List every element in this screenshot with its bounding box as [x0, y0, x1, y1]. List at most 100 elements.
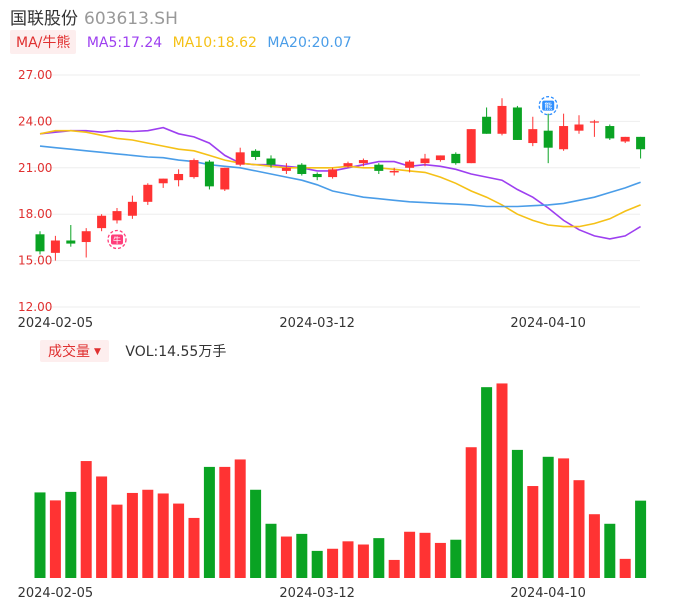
candle-body	[343, 163, 353, 167]
candlestick	[497, 98, 507, 136]
candle-body	[81, 231, 91, 243]
candlestick	[97, 214, 107, 232]
candlestick	[204, 160, 214, 190]
candle-body	[466, 129, 476, 164]
ma10-legend: MA10:18.62	[172, 35, 257, 51]
stock-name: 国联股份	[10, 9, 78, 29]
volume-bar	[404, 531, 416, 578]
marker-badge	[111, 234, 123, 245]
ma20-legend: MA20:20.07	[267, 35, 352, 51]
candlestick	[297, 163, 307, 176]
ma5-line	[39, 126, 642, 240]
volume-bar	[373, 538, 385, 578]
candle-body	[220, 167, 230, 190]
stock-code: 603613.SH	[84, 9, 178, 29]
candle-body	[374, 164, 384, 171]
volume-bar	[635, 500, 647, 578]
volume-bar	[527, 486, 539, 578]
candlestick	[636, 136, 646, 159]
volume-bar	[496, 383, 508, 578]
candle-body	[143, 184, 153, 202]
volume-bar	[142, 489, 154, 578]
candlestick	[420, 153, 430, 167]
volume-bar	[126, 492, 138, 578]
candle-body	[174, 173, 184, 181]
candle-body	[435, 155, 445, 161]
candle-body	[251, 150, 261, 157]
candlestick	[158, 178, 168, 188]
candle-body	[528, 129, 538, 144]
candlestick	[620, 136, 630, 144]
candlestick	[251, 149, 261, 161]
volume-bar	[250, 489, 262, 578]
volume-bar	[65, 491, 77, 578]
candle-body	[497, 105, 507, 134]
candlestick	[605, 124, 615, 140]
candlestick	[174, 169, 184, 187]
candlestick	[235, 147, 245, 167]
caret-down-icon: ▼	[94, 347, 101, 357]
volume-bar	[542, 456, 554, 578]
candlestick	[451, 152, 461, 165]
candle-body	[266, 158, 276, 165]
x-tick-label: 2024-04-10	[510, 316, 586, 331]
volume-bar	[619, 558, 631, 578]
candle-body	[97, 215, 107, 229]
stock-header: 国联股份 603613.SH	[10, 4, 178, 29]
volume-bar	[296, 533, 308, 578]
volume-bar	[265, 523, 277, 578]
volume-indicator-selector[interactable]: 成交量 ▼	[40, 340, 109, 362]
volume-bar	[173, 503, 185, 578]
candle-body	[112, 211, 122, 221]
candlestick	[374, 163, 384, 174]
candle-body	[420, 158, 430, 164]
candlestick	[143, 183, 153, 205]
ma10-line	[39, 129, 641, 228]
volume-bar	[280, 536, 292, 578]
volume-bar	[450, 539, 462, 578]
volume-bar	[311, 550, 323, 578]
x-tick-label: 2024-02-05	[18, 316, 94, 331]
candlestick	[512, 105, 522, 140]
volume-bar	[573, 480, 585, 578]
ma-type-selector[interactable]: MA/牛熊	[10, 30, 77, 54]
y-tick-label: 24.00	[18, 114, 52, 128]
candlestick	[358, 158, 368, 167]
candlestick	[66, 225, 76, 247]
volume-value: VOL:14.55万手	[125, 344, 227, 360]
volume-bar	[80, 461, 92, 578]
indicator-row: MA/牛熊 MA5:17.24 MA10:18.62 MA20:20.07	[10, 30, 352, 54]
marker-ring	[107, 229, 127, 250]
y-tick-label: 27.00	[18, 68, 52, 82]
candlestick	[127, 195, 137, 219]
candlestick	[528, 116, 538, 147]
marker-ring	[538, 96, 558, 116]
marker-label: 熊	[544, 101, 552, 111]
volume-x-tick-label: 2024-03-12	[279, 586, 355, 601]
volume-bar	[34, 492, 46, 578]
volume-bar	[188, 517, 200, 578]
candle-body	[451, 153, 461, 164]
candlestick	[482, 107, 492, 134]
volume-row: 成交量 ▼ VOL:14.55万手	[40, 340, 226, 362]
y-tick-label: 21.00	[18, 161, 52, 175]
marker-label: 牛	[113, 235, 121, 245]
x-tick-label: 2024-03-12	[279, 316, 355, 331]
volume-bar	[511, 449, 523, 578]
candle-body	[312, 173, 322, 178]
candlestick	[574, 115, 584, 134]
candle-body	[328, 169, 338, 178]
candlestick	[35, 231, 45, 255]
candlestick	[312, 172, 322, 181]
candlestick	[189, 158, 199, 179]
marker-badge	[542, 100, 555, 111]
candle-body	[636, 136, 646, 150]
volume-bar	[419, 532, 431, 578]
volume-x-tick-label: 2024-04-10	[510, 586, 586, 601]
bear-marker-icon: 熊	[538, 96, 558, 116]
volume-bar	[96, 476, 108, 578]
candlestick	[405, 160, 415, 173]
y-tick-label: 15.00	[18, 254, 52, 268]
bull-marker-icon: 牛	[107, 229, 127, 250]
